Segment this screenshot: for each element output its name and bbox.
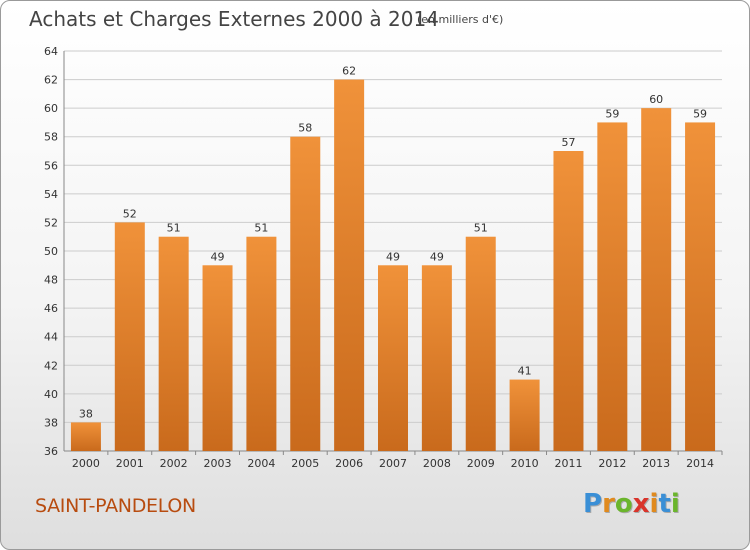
x-tick-label: 2010: [511, 457, 539, 470]
bar: [158, 236, 189, 451]
x-tick-label: 2013: [642, 457, 670, 470]
value-label: 49: [430, 250, 444, 263]
bar: [421, 265, 452, 451]
y-tick-label: 44: [44, 331, 58, 344]
x-tick-label: 2005: [291, 457, 319, 470]
x-tick-label: 2007: [379, 457, 407, 470]
bar: [114, 222, 145, 451]
value-label: 52: [123, 207, 137, 220]
logo-letter: x: [632, 489, 650, 519]
value-label: 49: [211, 250, 225, 263]
bar: [597, 122, 628, 451]
y-tick-label: 64: [44, 45, 58, 58]
y-tick-label: 40: [44, 388, 58, 401]
x-tick-label: 2014: [686, 457, 714, 470]
y-tick-label: 50: [44, 245, 58, 258]
y-tick-label: 38: [44, 416, 58, 429]
value-label: 57: [561, 136, 575, 149]
x-tick-label: 2004: [247, 457, 275, 470]
value-label: 49: [386, 250, 400, 263]
value-label: 60: [649, 93, 663, 106]
x-tick-label: 2000: [72, 457, 100, 470]
y-tick-label: 48: [44, 274, 58, 287]
bar: [378, 265, 408, 451]
x-tick-label: 2012: [598, 457, 626, 470]
y-tick-label: 54: [44, 188, 58, 201]
x-tick-label: 2003: [204, 457, 232, 470]
value-label: 51: [474, 222, 488, 235]
y-tick-label: 36: [44, 445, 58, 458]
bar: [290, 136, 321, 451]
logo-letter: o: [614, 489, 633, 519]
value-label: 41: [518, 365, 532, 378]
value-label: 51: [167, 222, 181, 235]
bar: [334, 79, 365, 452]
value-label: 58: [298, 122, 312, 135]
logo-letter: i: [670, 489, 680, 519]
y-tick-label: 58: [44, 131, 58, 144]
x-tick-label: 2001: [116, 457, 144, 470]
value-label: 62: [342, 65, 356, 78]
x-tick-label: 2011: [554, 457, 582, 470]
x-tick-label: 2008: [423, 457, 451, 470]
bar: [202, 265, 233, 451]
bar: [465, 236, 496, 451]
value-label: 59: [693, 107, 707, 120]
bar: [641, 108, 672, 452]
x-tick-label: 2009: [467, 457, 495, 470]
place-name: SAINT-PANDELON: [35, 495, 196, 517]
y-tick-label: 56: [44, 159, 58, 172]
y-tick-label: 42: [44, 359, 58, 372]
x-tick-label: 2002: [160, 457, 188, 470]
value-label: 59: [605, 107, 619, 120]
value-label: 38: [79, 407, 93, 420]
y-tick-label: 62: [44, 74, 58, 87]
logo-letter: P: [583, 489, 603, 519]
x-tick-label: 2006: [335, 457, 363, 470]
y-tick-label: 60: [44, 102, 58, 115]
chart-title: Achats et Charges Externes 2000 à 2014: [29, 7, 439, 31]
proxiti-logo: Proxiti: [583, 489, 680, 519]
chart-unit: (en milliers d'€): [417, 13, 504, 26]
logo-letter: t: [658, 489, 671, 519]
value-label: 51: [254, 222, 268, 235]
bar: [553, 151, 584, 451]
bar: [509, 379, 540, 451]
bar: [70, 422, 101, 451]
bar: [685, 122, 716, 451]
y-tick-label: 46: [44, 302, 58, 315]
logo-letter: r: [602, 489, 615, 519]
bar: [246, 236, 277, 451]
logo-letter: i: [649, 489, 659, 519]
y-tick-label: 52: [44, 216, 58, 229]
